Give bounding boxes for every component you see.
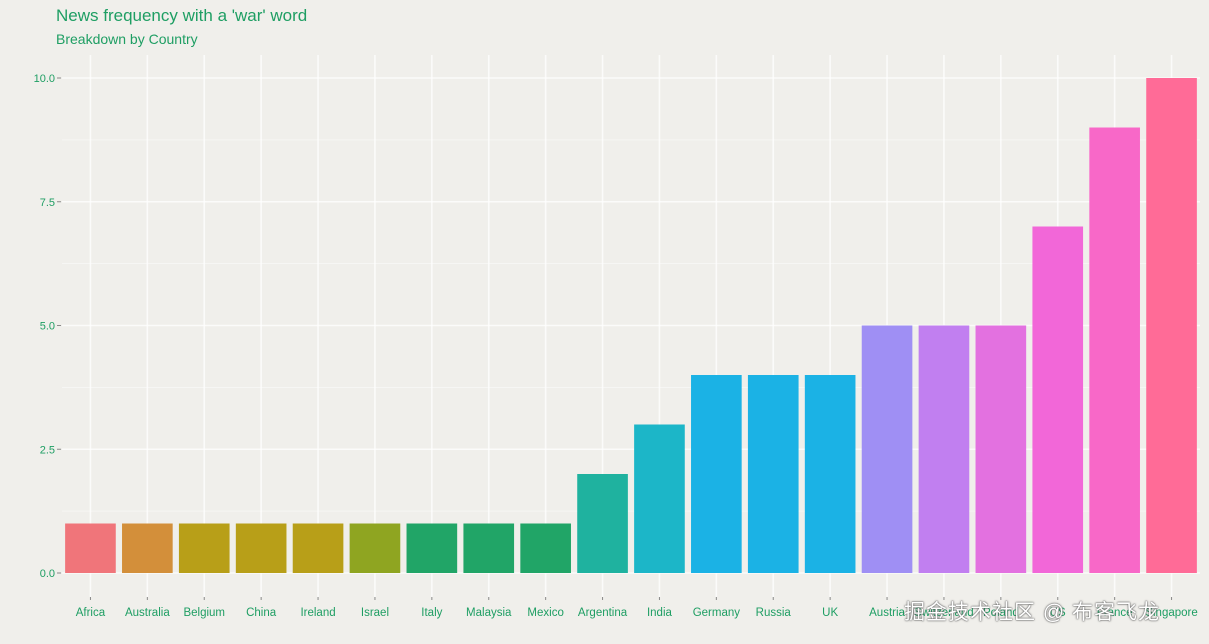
x-tick-label: Israel bbox=[361, 607, 389, 619]
chart-subtitle: Breakdown by Country bbox=[56, 31, 198, 47]
y-tick-label: 7.5 bbox=[40, 197, 55, 209]
bar-singapore bbox=[1146, 78, 1197, 573]
x-tick-label: US bbox=[1050, 607, 1066, 619]
x-tick-label: China bbox=[246, 607, 277, 619]
x-tick-label: Argentina bbox=[578, 607, 628, 619]
bar-argentina bbox=[577, 474, 628, 573]
y-tick-label: 10.0 bbox=[34, 73, 55, 85]
y-tick-label: 5.0 bbox=[40, 321, 55, 333]
bar-israel bbox=[349, 523, 401, 573]
x-tick-label: Singapore bbox=[1145, 607, 1197, 619]
x-tick-label: Austria bbox=[869, 607, 905, 619]
x-axis: Africa Australia Belgium China Ireland Israel… bbox=[76, 597, 1198, 619]
grid-lines bbox=[62, 55, 1200, 597]
chart-title: News frequency with a 'war' word bbox=[56, 6, 308, 25]
x-tick-label: India bbox=[647, 607, 673, 619]
bar-us bbox=[1032, 226, 1084, 573]
x-tick-label: Africa bbox=[76, 607, 106, 619]
x-tick-label: Ireland bbox=[300, 607, 335, 619]
bar-india bbox=[634, 424, 685, 573]
bar-germany bbox=[691, 375, 742, 573]
x-tick-label: Malaysia bbox=[466, 607, 512, 619]
x-tick-label: Australia bbox=[125, 607, 170, 619]
x-tick-label: Germany bbox=[693, 607, 741, 619]
bar-austria bbox=[861, 325, 913, 573]
x-tick-label: France bbox=[1097, 607, 1133, 619]
x-tick-label: UK bbox=[822, 607, 838, 619]
x-tick-label: Poland bbox=[983, 607, 1019, 619]
bar-ireland bbox=[292, 523, 344, 573]
x-tick-label: Mexico bbox=[527, 607, 563, 619]
bar-switzerland bbox=[918, 325, 970, 573]
x-tick-label: Italy bbox=[421, 607, 442, 619]
y-tick-label: 0.0 bbox=[40, 568, 55, 580]
bar-france bbox=[1089, 127, 1140, 573]
y-axis: 0.0 2.5 5.0 7.5 10.0 bbox=[34, 73, 61, 580]
bar-russia bbox=[747, 375, 799, 573]
watermark: 掘金技术社区 @ 布客飞龙 bbox=[904, 601, 1160, 624]
x-tick-label: Russia bbox=[756, 607, 792, 619]
bar-africa bbox=[65, 523, 116, 573]
bar-malaysia bbox=[463, 523, 515, 573]
y-tick-label: 2.5 bbox=[40, 444, 55, 456]
bar-mexico bbox=[520, 523, 571, 573]
bar-uk bbox=[804, 375, 856, 573]
bar-australia bbox=[122, 523, 173, 573]
x-tick-label: Belgium bbox=[183, 607, 225, 619]
x-tick-label: Switzerland bbox=[914, 607, 973, 619]
bar-italy bbox=[406, 523, 458, 573]
bar-china bbox=[235, 523, 287, 573]
bar-belgium bbox=[178, 523, 230, 573]
bar-poland bbox=[975, 325, 1027, 573]
bars bbox=[65, 78, 1197, 573]
